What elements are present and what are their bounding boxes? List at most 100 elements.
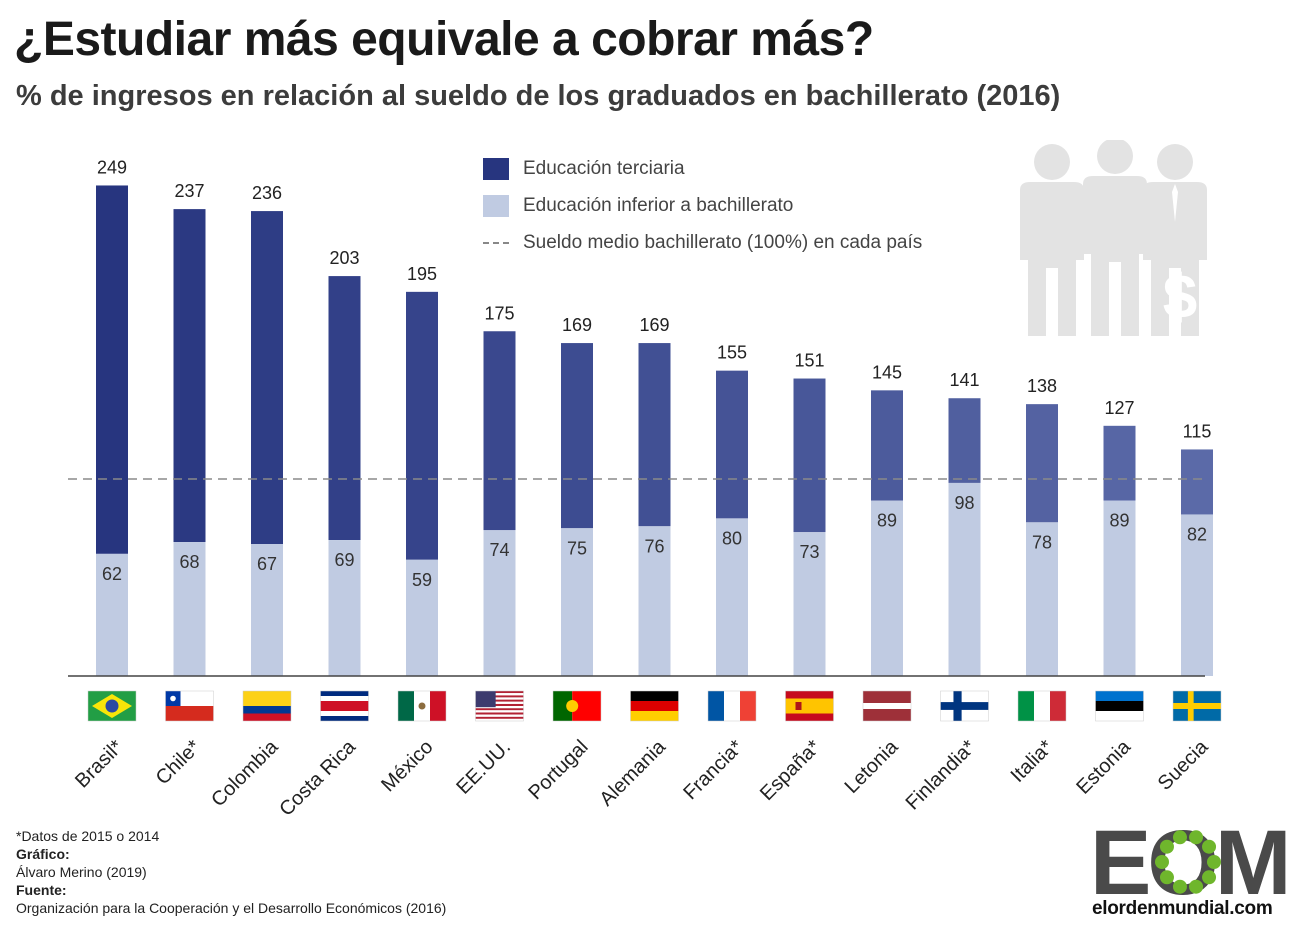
label-below-8: 80 xyxy=(722,528,742,548)
label-tertiary-4: 195 xyxy=(407,264,437,284)
bars-group xyxy=(68,185,1213,677)
bar-chart: 249 62 237 68 236 67 203 69 195 59 175 74 169 75 169 76… xyxy=(68,157,1222,820)
bar-below-7 xyxy=(638,526,671,676)
x-label-6: Portugal xyxy=(524,736,592,804)
label-tertiary-0: 249 xyxy=(97,157,127,177)
bar-below-1 xyxy=(173,542,206,676)
bar-below-2 xyxy=(251,544,283,676)
label-tertiary-14: 115 xyxy=(1183,421,1212,441)
bar-tertiary-6 xyxy=(561,343,593,529)
flags-group xyxy=(87,690,1222,722)
footnote-source-name: Organización para la Cooperación y el De… xyxy=(16,900,447,916)
legend-swatch-tertiary xyxy=(483,157,509,180)
bar-tertiary-9 xyxy=(793,378,826,533)
bar-below-4 xyxy=(406,559,438,676)
label-below-9: 73 xyxy=(799,542,819,562)
label-below-1: 68 xyxy=(179,552,199,572)
legend-swatch-below xyxy=(483,194,509,217)
bar-tertiary-5 xyxy=(483,331,516,531)
labels-group: 249 62 237 68 236 67 203 69 195 59 175 74 169 75 169 76… xyxy=(97,157,1211,589)
usa-flag xyxy=(475,690,524,722)
germany-flag xyxy=(630,690,679,722)
bar-tertiary-1 xyxy=(173,209,206,543)
bar-tertiary-7 xyxy=(638,343,671,527)
legend: Educación terciaria Educación inferior a… xyxy=(483,150,922,261)
bar-below-5 xyxy=(483,530,516,676)
legend-label-below: Educación inferior a bachillerato xyxy=(523,194,794,216)
label-below-13: 89 xyxy=(1109,511,1129,531)
label-tertiary-2: 236 xyxy=(252,183,282,203)
footnotes: *Datos de 2015 o 2014 Gráfico: Álvaro Me… xyxy=(16,827,446,917)
label-tertiary-7: 169 xyxy=(639,315,669,335)
footnote-note: *Datos de 2015 o 2014 xyxy=(16,828,160,844)
bar-below-10 xyxy=(871,500,903,676)
x-label-2: Colombia xyxy=(207,735,283,811)
bar-below-9 xyxy=(793,532,826,676)
x-label-5: EE.UU. xyxy=(452,736,515,799)
bar-tertiary-10 xyxy=(871,390,903,501)
mexico-flag xyxy=(397,690,447,722)
logo-dots xyxy=(1155,830,1221,894)
label-below-3: 69 xyxy=(334,550,354,570)
portugal-flag xyxy=(552,690,602,722)
bar-tertiary-8 xyxy=(716,370,748,519)
legend-item-tertiary: Educación terciaria xyxy=(483,150,922,187)
label-tertiary-10: 145 xyxy=(872,362,902,382)
x-label-0: Brasil* xyxy=(71,736,128,793)
label-tertiary-9: 151 xyxy=(794,351,824,371)
footnote-graphic-label: Gráfico: xyxy=(16,846,70,862)
bar-tertiary-11 xyxy=(948,398,981,483)
bar-below-3 xyxy=(328,540,361,676)
logo-url: elordenmundial.com xyxy=(1092,898,1273,919)
chart-subtitle: % de ingresos en relación al sueldo de l… xyxy=(16,80,1061,112)
bar-below-13 xyxy=(1103,500,1136,676)
spain-flag xyxy=(785,690,834,722)
estonia-flag xyxy=(1095,690,1144,722)
label-tertiary-5: 175 xyxy=(484,303,514,323)
bar-below-14 xyxy=(1181,514,1213,676)
label-tertiary-1: 237 xyxy=(174,181,204,201)
label-tertiary-6: 169 xyxy=(562,315,592,335)
bar-tertiary-3 xyxy=(328,276,361,541)
label-below-12: 78 xyxy=(1032,532,1052,552)
latvia-flag xyxy=(862,690,912,722)
label-tertiary-3: 203 xyxy=(329,248,359,268)
legend-label-reference: Sueldo medio bachillerato (100%) en cada… xyxy=(523,231,923,253)
france-flag xyxy=(707,690,757,722)
legend-label-tertiary: Educación terciaria xyxy=(523,157,685,179)
x-label-4: México xyxy=(377,736,437,796)
x-label-13: Estonia xyxy=(1072,735,1135,798)
bar-below-8 xyxy=(716,518,748,676)
eom-logo: EOM xyxy=(1090,820,1292,914)
label-below-7: 76 xyxy=(644,536,664,556)
colombia-flag xyxy=(242,690,292,722)
legend-swatch-reference xyxy=(483,241,509,244)
x-label-11: Finlandia* xyxy=(902,736,981,815)
x-label-10: Letonia xyxy=(841,735,904,798)
bar-below-12 xyxy=(1026,522,1058,676)
svg-text:$: $ xyxy=(1163,263,1197,332)
label-tertiary-8: 155 xyxy=(717,343,747,363)
italy-flag xyxy=(1017,690,1067,722)
label-tertiary-12: 138 xyxy=(1027,376,1057,396)
label-below-0: 62 xyxy=(102,564,122,584)
brazil-flag xyxy=(87,690,137,722)
bar-tertiary-13 xyxy=(1103,425,1136,501)
bar-tertiary-0 xyxy=(96,185,128,554)
bar-tertiary-2 xyxy=(251,211,283,545)
finland-flag xyxy=(940,690,989,722)
bar-below-11 xyxy=(948,482,981,676)
costa-rica-flag xyxy=(320,690,369,722)
label-below-2: 67 xyxy=(257,554,277,574)
businessmen-icon: $ xyxy=(1020,140,1207,336)
bar-tertiary-12 xyxy=(1026,404,1058,523)
legend-item-below: Educación inferior a bachillerato xyxy=(483,187,922,224)
footnote-source-label: Fuente: xyxy=(16,882,67,898)
label-below-4: 59 xyxy=(412,570,432,590)
x-label-8: Francia* xyxy=(679,736,747,804)
label-below-14: 82 xyxy=(1187,524,1207,544)
bar-tertiary-4 xyxy=(406,291,438,560)
label-below-11: 98 xyxy=(954,493,974,513)
label-below-10: 89 xyxy=(877,511,897,531)
label-tertiary-13: 127 xyxy=(1104,398,1134,418)
